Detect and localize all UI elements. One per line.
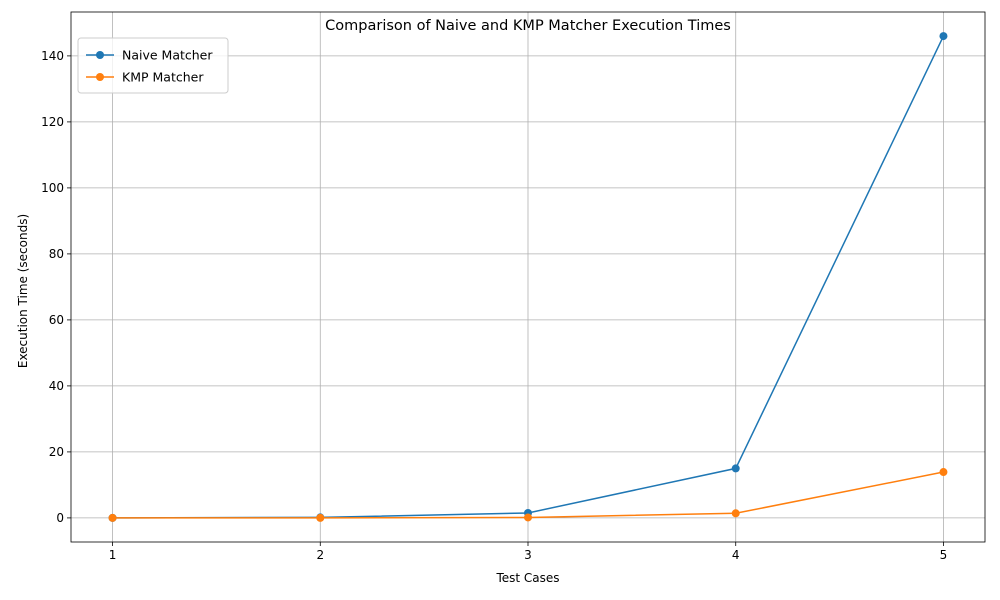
y-tick-label: 60: [49, 313, 64, 327]
naive-matcher-point: [731, 464, 740, 473]
series-layer: [108, 32, 948, 522]
kmp-matcher-point: [731, 509, 740, 518]
kmp-matcher-point: [939, 468, 948, 477]
x-tick-label: 3: [524, 548, 532, 562]
legend: Naive Matcher KMP Matcher: [77, 37, 229, 94]
y-tick-label: 20: [49, 445, 64, 459]
y-tick-label: 120: [41, 115, 64, 129]
kmp-matcher-point: [316, 513, 325, 522]
y-tick-label: 0: [56, 511, 64, 525]
y-tick-label: 140: [41, 49, 64, 63]
axes: 1 2 3 4 5 0 20 40 60 80 100 120 140: [41, 11, 986, 562]
kmp-matcher-legend-marker: [96, 73, 104, 81]
naive-matcher-point: [939, 32, 948, 41]
x-tick-label: 2: [316, 548, 324, 562]
x-tick-label: 5: [940, 548, 948, 562]
grid: [71, 12, 985, 542]
naive-matcher-legend-label: Naive Matcher: [122, 48, 213, 63]
kmp-matcher-point: [524, 513, 532, 522]
y-tick-label: 80: [49, 247, 64, 261]
kmp-matcher-point: [108, 513, 117, 522]
x-tick-label: 4: [732, 548, 740, 562]
y-tick-label: 100: [41, 181, 64, 195]
y-axis-label: Execution Time (seconds): [16, 214, 30, 368]
kmp-matcher-legend-label: KMP Matcher: [122, 70, 204, 85]
plot-frame: [70, 11, 986, 543]
x-axis-label: Test Cases: [495, 571, 559, 585]
legend-box: [77, 37, 229, 94]
x-tick-label: 1: [109, 548, 117, 562]
chart-title: Comparison of Naive and KMP Matcher Exec…: [325, 18, 731, 34]
naive-matcher-legend-marker: [96, 51, 104, 59]
y-tick-label: 40: [49, 379, 64, 393]
